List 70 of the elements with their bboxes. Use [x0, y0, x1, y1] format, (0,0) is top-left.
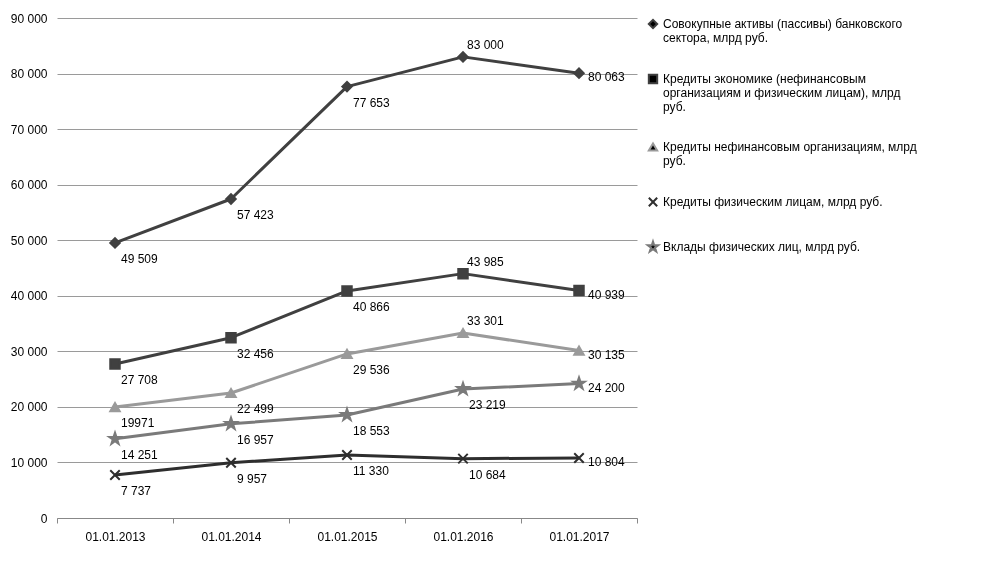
point: [572, 376, 586, 390]
point: [341, 449, 353, 461]
point: [457, 267, 469, 280]
point: [225, 387, 237, 399]
data-label: 7 737: [121, 484, 152, 499]
y-tick-label: 80 000: [10, 67, 48, 82]
point: [457, 452, 469, 465]
point: [456, 381, 470, 395]
data-label: 57 423: [237, 207, 275, 222]
data-label: 30 135: [588, 347, 626, 362]
point: [573, 284, 585, 297]
data-label: 22 499: [237, 402, 275, 417]
legend-label: Кредиты физическим лицам, млрд руб.: [663, 195, 883, 209]
data-label: 32 456: [237, 346, 275, 361]
data-label: 43 985: [467, 254, 505, 269]
point: [573, 67, 585, 79]
x-tick-label: 01.01.2015: [317, 529, 378, 544]
data-label: 40 866: [353, 299, 391, 314]
y-tick-label: 50 000: [10, 233, 48, 248]
legend-label: Кредиты нефинансовым организациям, млрд руб.: [663, 140, 917, 168]
data-label: 19971: [121, 416, 155, 431]
data-label: 23 219: [469, 398, 507, 413]
data-label: 83 000: [467, 37, 505, 52]
point: [573, 452, 585, 464]
data-label: 14 251: [121, 447, 159, 462]
data-label: 10 804: [588, 454, 626, 469]
point: [109, 358, 121, 370]
point: [341, 285, 353, 297]
x-tick-label: 01.01.2017: [549, 529, 610, 544]
legend-label: Совокупные активы (пассивы) банковского сектора, млрд руб.: [663, 17, 903, 45]
y-tick-label: 30 000: [10, 344, 48, 359]
point: [225, 193, 237, 205]
point: [341, 348, 353, 360]
x-tick-label: 01.01.2016: [433, 529, 494, 544]
data-label: 16 957: [237, 432, 275, 447]
data-label: 80 063: [588, 70, 626, 85]
point: [224, 416, 238, 430]
point: [109, 469, 121, 481]
y-tick-label: 10 000: [10, 455, 48, 470]
data-label: 24 200: [588, 380, 626, 395]
point: [340, 407, 354, 421]
point: [225, 331, 237, 344]
point: [341, 80, 353, 93]
y-tick-label: 20 000: [10, 400, 48, 415]
x-tick-label: 01.01.2013: [85, 529, 146, 544]
point: [457, 51, 469, 63]
point: [108, 431, 122, 445]
y-tick-label: 60 000: [10, 178, 48, 193]
data-label: 9 957: [237, 471, 268, 486]
y-tick-label: 70 000: [10, 122, 48, 137]
legend-label: Вклады физических лиц, млрд руб.: [663, 240, 861, 254]
data-label: 49 509: [121, 251, 159, 266]
data-label: 29 536: [353, 362, 391, 377]
point: [109, 237, 121, 249]
y-tick-label: 90 000: [10, 11, 48, 26]
data-label: 10 684: [469, 467, 507, 482]
y-tick-label: 0: [40, 511, 48, 526]
data-label: 18 553: [353, 423, 391, 438]
point: [573, 345, 585, 356]
point: [457, 327, 469, 339]
x-tick-label: 01.01.2014: [201, 529, 262, 544]
data-label: 77 653: [353, 95, 391, 110]
data-label: 40 939: [588, 287, 626, 302]
legend-label: Кредиты экономике (нефинансовым организациям и физическим лицам), млрд руб.: [663, 72, 901, 114]
y-tick-label: 40 000: [10, 289, 48, 304]
data-label: 27 708: [121, 373, 159, 388]
data-label: 33 301: [467, 313, 505, 328]
data-label: 11 330: [353, 464, 390, 479]
point: [109, 401, 121, 413]
point: [225, 456, 237, 469]
